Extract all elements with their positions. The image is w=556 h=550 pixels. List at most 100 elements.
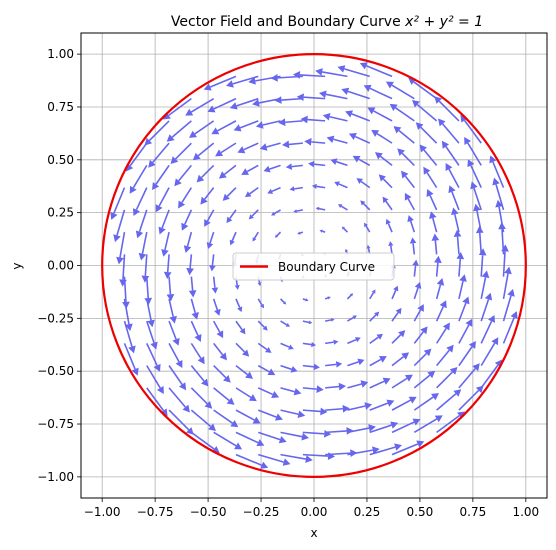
vector-arrow (113, 209, 126, 243)
vector-arrow (204, 209, 215, 227)
vector-arrow (146, 343, 161, 372)
vector-arrow (319, 229, 326, 233)
vector-arrow (324, 318, 335, 322)
vector-arrow (215, 142, 237, 157)
vector-arrow (162, 97, 192, 120)
vector-arrow (374, 152, 393, 167)
y-tick-label: −1.00 (37, 470, 74, 484)
vector-arrow (470, 181, 482, 211)
vector-arrow (413, 304, 424, 322)
vector-arrow (308, 160, 326, 168)
vector-arrow (385, 81, 415, 100)
vector-arrow (155, 187, 170, 213)
vector-arrow (391, 285, 399, 300)
vector-arrow (413, 415, 443, 434)
vector-arrow (502, 288, 515, 322)
vector-arrow (257, 298, 264, 309)
vector-arrow (129, 164, 148, 194)
vector-arrow (464, 136, 482, 166)
vector-arrow (181, 209, 193, 231)
x-tick-label: 0.50 (407, 505, 434, 519)
vector-arrow (434, 255, 442, 277)
vector-arrow (412, 259, 419, 277)
vector-arrow (304, 138, 326, 146)
y-tick-label: 1.00 (47, 47, 74, 61)
vector-arrow (235, 387, 257, 402)
vector-arrow (325, 361, 343, 368)
vector-arrow (412, 100, 438, 122)
vector-arrow (190, 365, 209, 387)
vector-arrow (378, 174, 393, 189)
vector-arrow (473, 203, 483, 233)
x-tick-label: 0.00 (301, 505, 328, 519)
vector-arrow (168, 298, 177, 324)
y-tick-label: −0.50 (37, 364, 74, 378)
vector-arrow (347, 337, 361, 345)
vector-arrow (348, 133, 371, 144)
boundary-curve-group (101, 53, 527, 478)
vector-arrow (146, 387, 168, 417)
vector-arrow (413, 348, 432, 367)
vector-arrow (325, 404, 350, 413)
vector-arrow (404, 192, 416, 211)
vector-arrow (174, 164, 192, 187)
vector-arrow (185, 97, 215, 116)
vector-arrow (302, 298, 309, 302)
vector-arrow (337, 65, 370, 78)
vector-arrow (213, 409, 239, 428)
vector-arrow (435, 300, 447, 322)
vector-arrow (148, 142, 170, 168)
vector-arrow (322, 113, 348, 122)
vector-arrow (489, 155, 505, 188)
vector-arrow (196, 164, 215, 183)
vector-arrow (346, 293, 354, 300)
vector-arrow (168, 365, 187, 391)
vector-arrow (438, 118, 460, 144)
vector-arrow (453, 229, 462, 255)
x-tick-label: 1.00 (512, 505, 539, 519)
vector-arrow (166, 276, 175, 302)
vector-arrow (116, 231, 126, 265)
vector-arrow (458, 318, 473, 344)
vector-arrow (110, 187, 126, 220)
vector-arrow (495, 199, 505, 233)
vector-arrow (233, 120, 259, 132)
vector-arrow (359, 62, 393, 78)
vector-arrow (168, 387, 190, 413)
vector-arrow (280, 453, 313, 463)
vector-arrow (132, 187, 148, 217)
vector-arrow (369, 289, 376, 300)
vector-arrow (258, 431, 287, 444)
vector-arrow (319, 90, 348, 100)
vector-arrow (203, 75, 237, 91)
vector-arrow (274, 231, 282, 238)
vector-arrow (257, 320, 268, 331)
vector-arrow (456, 251, 465, 277)
vector-arrow (356, 178, 371, 189)
vector-arrow (480, 314, 496, 344)
vector-arrow (347, 402, 373, 411)
vector-arrow (419, 144, 438, 166)
vector-arrow (369, 311, 380, 322)
vector-arrow (280, 409, 306, 418)
y-tick-label: 0.50 (47, 153, 74, 167)
vector-arrow (252, 231, 259, 242)
vector-arrow (445, 162, 460, 189)
vector-arrow (436, 367, 458, 389)
vector-arrow (431, 233, 440, 255)
vector-arrow (337, 204, 348, 211)
vector-arrow (391, 330, 406, 344)
vector-arrow (367, 107, 393, 122)
x-tick-label: 0.25 (354, 505, 381, 519)
vector-arrow (226, 209, 237, 224)
y-tick-label: −0.75 (37, 417, 74, 431)
vector-arrow (352, 155, 371, 167)
vector-arrow (244, 186, 259, 198)
vector-arrow (325, 382, 346, 391)
vector-arrow (141, 254, 150, 283)
chart-title-text: Vector Field and Boundary Curve (171, 14, 405, 30)
vector-arrow (280, 342, 294, 350)
vector-arrow (315, 206, 326, 211)
vector-arrow (311, 183, 326, 189)
vector-arrow (347, 424, 376, 434)
